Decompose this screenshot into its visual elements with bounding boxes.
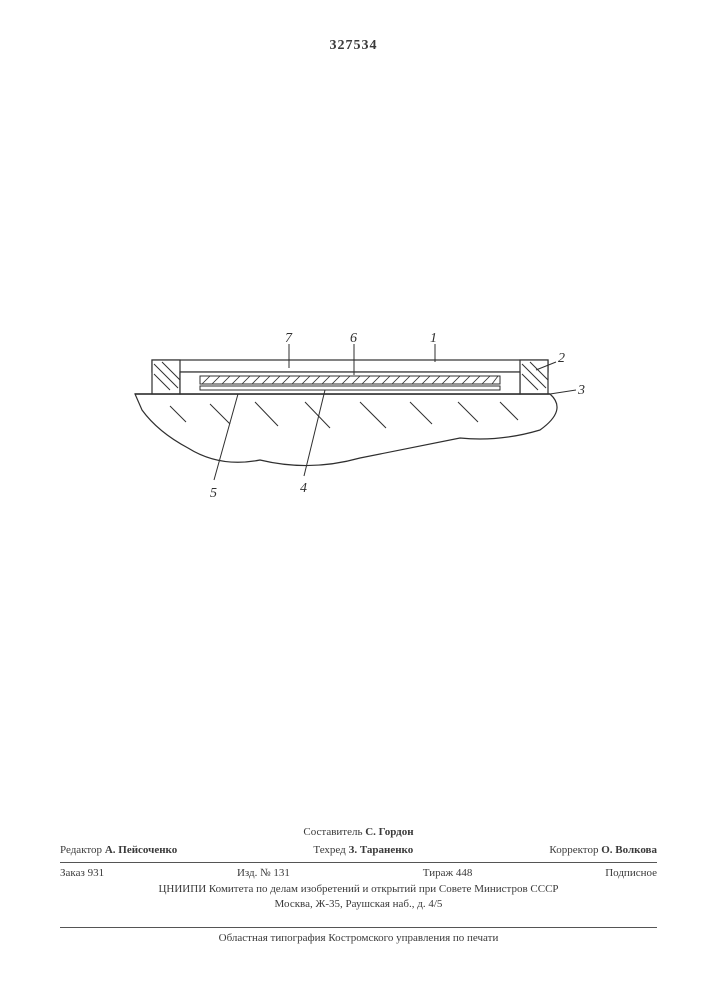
document-number: 327534 (0, 38, 707, 54)
org-line-1: ЦНИИПИ Комитета по делам изобретений и о… (60, 883, 657, 897)
svg-text:5: 5 (210, 486, 217, 501)
technical-figure: 1 2 3 4 5 6 7 (80, 320, 620, 540)
order: Заказ 931 (60, 867, 104, 881)
credits-block: Составитель С. Гордон Редактор А. Пейсоч… (60, 826, 657, 912)
tirazh: Тираж 448 (423, 867, 473, 881)
svg-text:2: 2 (558, 351, 565, 366)
svg-text:4: 4 (300, 481, 307, 496)
corrector: Корректор О. Волкова (549, 844, 657, 858)
svg-text:6: 6 (350, 331, 357, 346)
rule-line (60, 862, 657, 863)
podpisnoe: Подписное (605, 867, 657, 881)
figure-labels: 1 2 3 4 5 6 7 (210, 331, 585, 501)
editor: Редактор А. Пейсоченко (60, 844, 177, 858)
svg-text:3: 3 (577, 383, 585, 398)
svg-text:7: 7 (285, 331, 293, 346)
compiler-name: С. Гордон (365, 826, 413, 838)
izd: Изд. № 131 (237, 867, 290, 881)
printer-line: Областная типография Костромского управл… (60, 927, 657, 944)
compiler-label: Составитель (303, 826, 362, 838)
techred: Техред З. Тараненко (313, 844, 413, 858)
org-line-2: Москва, Ж-35, Раушская наб., д. 4/5 (60, 898, 657, 912)
svg-text:1: 1 (430, 331, 437, 346)
substrate-shape (135, 394, 557, 466)
layered-cross-section (135, 360, 550, 394)
